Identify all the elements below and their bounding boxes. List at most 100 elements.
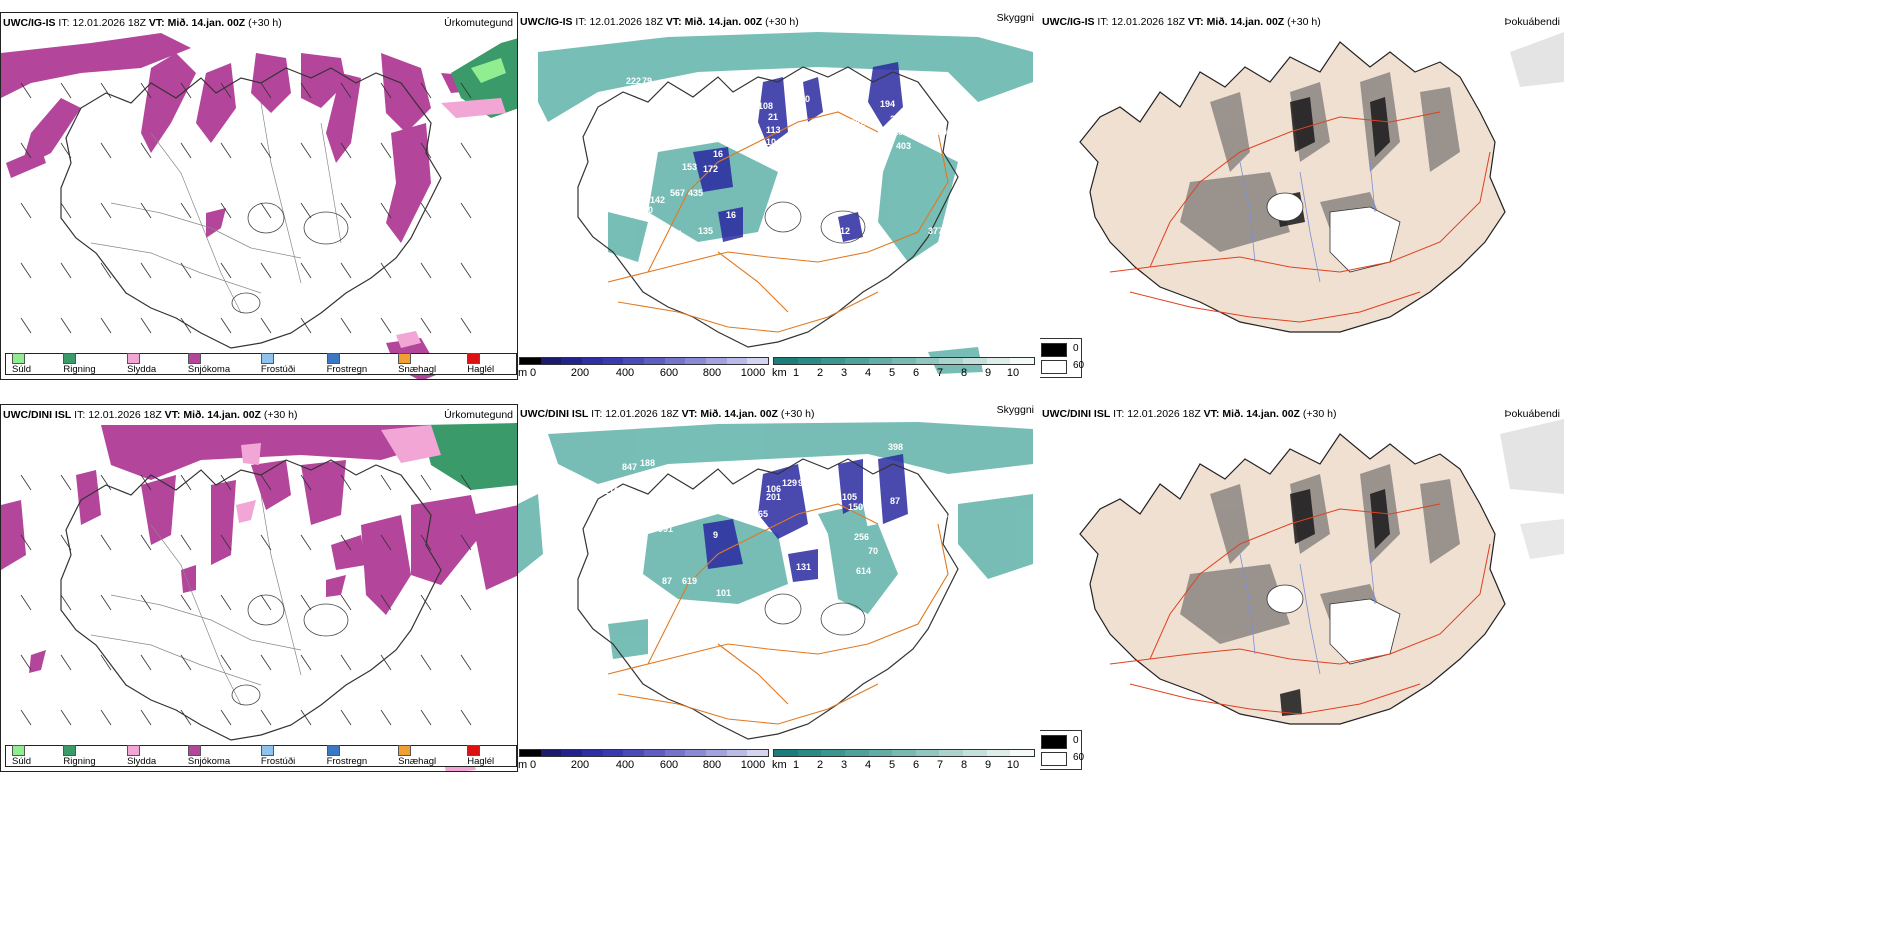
cloud-label: 131 [796,562,811,572]
cloud-label: 180 [932,127,947,137]
vt-value: Mið. 14.jan. 00Z [1222,408,1300,420]
elevation-tick: 800 [702,367,722,379]
visibility-tick: 6 [912,759,920,771]
visibility-tick: 6 [912,367,920,379]
model-name: UWC/DINI ISL [1042,408,1111,420]
fog-key: 0 60 [1040,730,1084,770]
lead-time: (+30 h) [263,409,298,421]
legend-item: Súld [12,353,47,375]
panel-type-label: Þokuábendi [1504,408,1560,420]
vt-value: Mið. 14.jan. 00Z [700,408,778,420]
iceland-land [1079,433,1506,725]
cloud-label: 106 [766,484,781,494]
cloud-label: 305 [853,242,868,252]
it-value: 12.01.2026 18Z [605,408,679,420]
cloud-label: 188 [640,458,655,468]
cloud-label: 377 [928,226,943,236]
cloud-base-labels: 222 79 197 376 108 90 108 194 42 21 113 … [604,76,966,252]
legend-item: Snjókoma [187,353,245,375]
cloud-label: 462 [886,620,901,630]
cloud-label: 13 [646,586,656,596]
cloud-label: 377 [938,514,953,524]
elevation-tick: 600 [659,367,679,379]
precip-legend: Súld Rigning Slydda Snjókoma Frostúði Fr… [5,745,517,767]
cloud-label: 65 [758,509,768,519]
cloud-label: 222 [626,76,641,86]
cloud-label: 172 [703,164,718,174]
rivers [1239,553,1376,675]
panel-header: UWC/DINI ISL IT: 12.01.2026 18Z VT: Mið.… [3,409,513,423]
panel-header: UWC/IG-IS IT: 12.01.2026 18Z VT: Mið. 14… [3,17,513,31]
iceland-outline [577,66,959,348]
legend-item: Frostregn [326,353,383,375]
vt-label: VT: [164,409,181,421]
roads [1109,503,1491,715]
it-value: 12.01.2026 18Z [1127,408,1201,420]
vt-value: Mið. 14.jan. 00Z [167,17,246,29]
cloud-label: 37 [956,152,966,162]
cloud-label: 79 [642,76,652,86]
cloud-label: 206 [893,127,908,137]
cloud-label: 11 [673,229,683,239]
cloud-label: 435 [688,188,703,198]
low-cloud-areas [703,454,908,582]
cloud-label: 614 [856,566,871,576]
visibility-tick: 7 [936,367,944,379]
it-value: 12.01.2026 18Z [88,409,162,421]
panel-header: UWC/DINI ISL IT: 12.01.2026 18Z VT: Mið.… [1042,408,1560,422]
elevation-unit: m [518,367,528,379]
cloud-label: 101 [716,588,731,598]
panel-type-label: Skyggni [996,12,1034,24]
iceland-land [1079,41,1506,333]
lead-time: (+30 h) [248,17,282,29]
lead-time: (+30 h) [780,408,815,420]
visibility-tick: 8 [960,367,968,379]
legend-item: Haglél [467,745,510,767]
visibility-tick: 5 [888,759,896,771]
roads [607,111,949,333]
fog-panel-row1: UWC/IG-IS IT: 12.01.2026 18Z VT: Mið. 14… [1040,12,1564,380]
sleet-south [396,331,421,348]
cloud-top-right [1500,419,1564,494]
legend-item: Snjókoma [187,745,245,767]
cloud-label: 194 [880,99,895,109]
visibility-tick: 8 [960,759,968,771]
elevation-tick: 400 [615,367,635,379]
fog-key-high: 60 [1073,360,1085,371]
vt-label: VT: [681,408,698,420]
model-name: UWC/DINI ISL [520,408,589,420]
visibility-tick: 2 [816,367,824,379]
elevation-tick: 0 [529,759,537,771]
cloud-map-row2: 847 188 398 216 28 215 721 206 106 129 9… [518,422,1033,740]
cloud-label: 108 [758,101,773,111]
visibility-unit: km [772,759,787,771]
cloud-label: 398 [888,442,903,452]
model-name: UWC/IG-IS [1042,16,1095,28]
elevation-tick: 200 [570,367,590,379]
cloud-label: 414 [858,152,873,162]
wind-barbs [20,474,472,726]
panel-type-label: Úrkomutegund [444,409,513,421]
model-name: UWC/IG-IS [3,17,56,29]
visibility-areas [518,422,1033,659]
iceland-outline [60,459,442,741]
it-label: IT: [591,408,603,420]
cloud-label: 216 [604,486,619,496]
legend-item: Frostúði [260,745,311,767]
vt-value: Mið. 14.jan. 00Z [684,16,763,28]
visibility-tick: 9 [984,367,992,379]
cloud-label: 12 [840,226,850,236]
cloud-label: 200 [900,522,915,532]
elevation-tick: 1000 [740,367,766,379]
lead-time: (+30 h) [765,16,799,28]
it-label: IT: [58,17,70,29]
cloud-label: 215 [666,490,681,500]
cloud-label: 619 [682,576,697,586]
it-value: 12.01.2026 18Z [72,17,146,29]
vt-label: VT: [1203,408,1220,420]
cloud-label: 322 [794,178,809,188]
drizzle-areas [471,58,506,83]
elevation-tick: 200 [570,759,590,771]
panel-type-label: Þokuábendi [1504,16,1560,28]
it-value: 12.01.2026 18Z [589,16,663,28]
